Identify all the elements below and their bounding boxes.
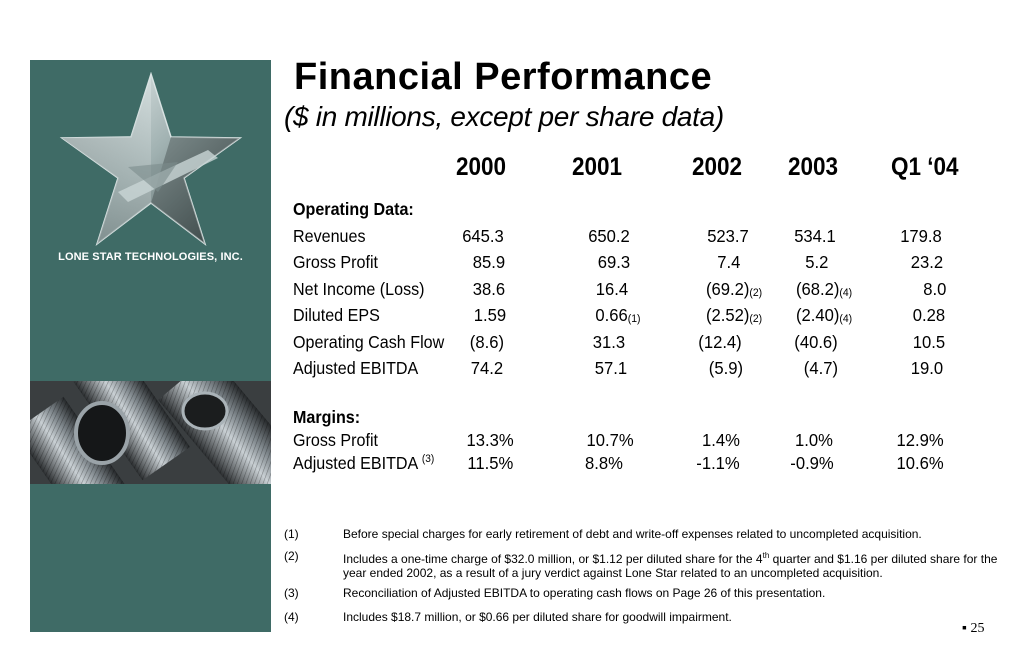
margin-gross-profit-2003: 1.0% <box>795 430 833 450</box>
footnote-ref: (4) <box>839 287 852 299</box>
margin-gross-profit-2000: 13.3% <box>466 430 514 450</box>
cell-gross-profit-2001: 69.3 <box>597 252 630 272</box>
cell-diluted-eps-2002: (2.52)(2) <box>705 305 762 325</box>
cell-net-income-2002: (69.2)(2) <box>705 279 762 299</box>
section-operating-data: Operating Data: <box>293 199 414 219</box>
cell-net-income-2001: 16.4 <box>595 279 628 299</box>
cell-net-income-2003: (68.2)(4) <box>795 279 852 299</box>
footnote-text-1: Before special charges for early retirem… <box>343 527 922 541</box>
margin-gross-profit-2002: 1.4% <box>702 430 740 450</box>
margin-gross-profit-q1-04: 12.9% <box>896 430 944 450</box>
margin-ebitda-q1-04: 10.6% <box>896 453 944 473</box>
footnote-number-3: (3) <box>284 586 299 600</box>
page-title: Financial Performance <box>294 56 713 98</box>
row-label-diluted-eps: Diluted EPS <box>293 305 380 325</box>
cell-ocf-2001: 31.3 <box>592 332 625 352</box>
cell-net-income-q1-04: 8.0 <box>922 279 946 299</box>
year-header-2001: 2001 <box>572 153 623 181</box>
cell-gross-profit-2002: 7.4 <box>716 252 740 272</box>
cell-diluted-eps-q1-04: 0.28 <box>912 305 945 325</box>
footnote-ref: (4) <box>839 313 852 325</box>
lone-star-logo-icon <box>59 72 243 247</box>
year-header-2000: 2000 <box>456 153 507 181</box>
year-header-2003: 2003 <box>788 153 839 181</box>
footnote-ref: (3) <box>421 453 435 466</box>
margin-label-adjusted-ebitda: Adjusted EBITDA (3) <box>293 453 435 473</box>
margin-gross-profit-2001: 10.7% <box>586 430 634 450</box>
row-label-revenues: Revenues <box>293 226 366 246</box>
page-number: ▪ 25 <box>962 621 985 636</box>
year-header-q1-04: Q1 ‘04 <box>891 153 959 181</box>
cell-ocf-2002: (12.4) <box>698 332 742 352</box>
cell-gross-profit-2000: 85.9 <box>472 252 505 272</box>
footnote-text-3: Reconciliation of Adjusted EBITDA to ope… <box>343 586 826 600</box>
cell-ocf-q1-04: 10.5 <box>912 332 945 352</box>
footnote-text-2: Includes a one-time charge of $32.0 mill… <box>343 551 998 580</box>
cell-revenues-q1-04: 179.8 <box>900 226 942 246</box>
page-subtitle: ($ in millions, except per share data) <box>284 101 724 132</box>
footnote-ref: (1) <box>628 313 641 325</box>
row-label-adjusted-ebitda: Adjusted EBITDA <box>293 358 419 378</box>
cell-net-income-2000: 38.6 <box>472 279 505 299</box>
cell-revenues-2003: 534.1 <box>794 226 836 246</box>
steel-pipes-image <box>30 381 271 484</box>
cell-gross-profit-q1-04: 23.2 <box>910 252 943 272</box>
cell-ocf-2000: (8.6) <box>469 332 504 352</box>
margin-ebitda-2002: -1.1% <box>696 453 740 473</box>
footnote-text-4: Includes $18.7 million, or $0.66 per dil… <box>343 610 732 624</box>
cell-revenues-2002: 523.7 <box>707 226 749 246</box>
footnote-number-4: (4) <box>284 610 299 624</box>
cell-diluted-eps-2001: 0.66(1) <box>595 305 641 325</box>
footnote-ref: (2) <box>749 313 762 325</box>
margin-ebitda-2001: 8.8% <box>585 453 623 473</box>
margin-ebitda-2003: -0.9% <box>790 453 834 473</box>
margin-label-gross-profit: Gross Profit <box>293 430 378 450</box>
cell-ocf-2003: (40.6) <box>794 332 838 352</box>
company-name: LONE STAR TECHNOLOGIES, INC. <box>58 251 243 263</box>
cell-gross-profit-2003: 5.2 <box>804 252 828 272</box>
cell-ebitda-2001: 57.1 <box>594 358 627 378</box>
year-header-2002: 2002 <box>692 153 743 181</box>
section-margins: Margins: <box>293 407 361 427</box>
footnote-number-2: (2) <box>284 549 299 563</box>
cell-ebitda-q1-04: 19.0 <box>910 358 943 378</box>
row-label-operating-cash-flow: Operating Cash Flow <box>293 332 445 352</box>
cell-revenues-2001: 650.2 <box>588 226 630 246</box>
row-label-net-income: Net Income (Loss) <box>293 279 425 299</box>
cell-ebitda-2003: (4.7) <box>803 358 838 378</box>
cell-ebitda-2002: (5.9) <box>708 358 743 378</box>
cell-ebitda-2000: 74.2 <box>470 358 503 378</box>
cell-diluted-eps-2000: 1.59 <box>473 305 506 325</box>
cell-revenues-2000: 645.3 <box>462 226 504 246</box>
footnote-ref: (2) <box>749 287 762 299</box>
cell-diluted-eps-2003: (2.40)(4) <box>795 305 852 325</box>
row-label-gross-profit: Gross Profit <box>293 252 378 272</box>
margin-ebitda-2000: 11.5% <box>467 453 513 473</box>
footnote-number-1: (1) <box>284 527 299 541</box>
